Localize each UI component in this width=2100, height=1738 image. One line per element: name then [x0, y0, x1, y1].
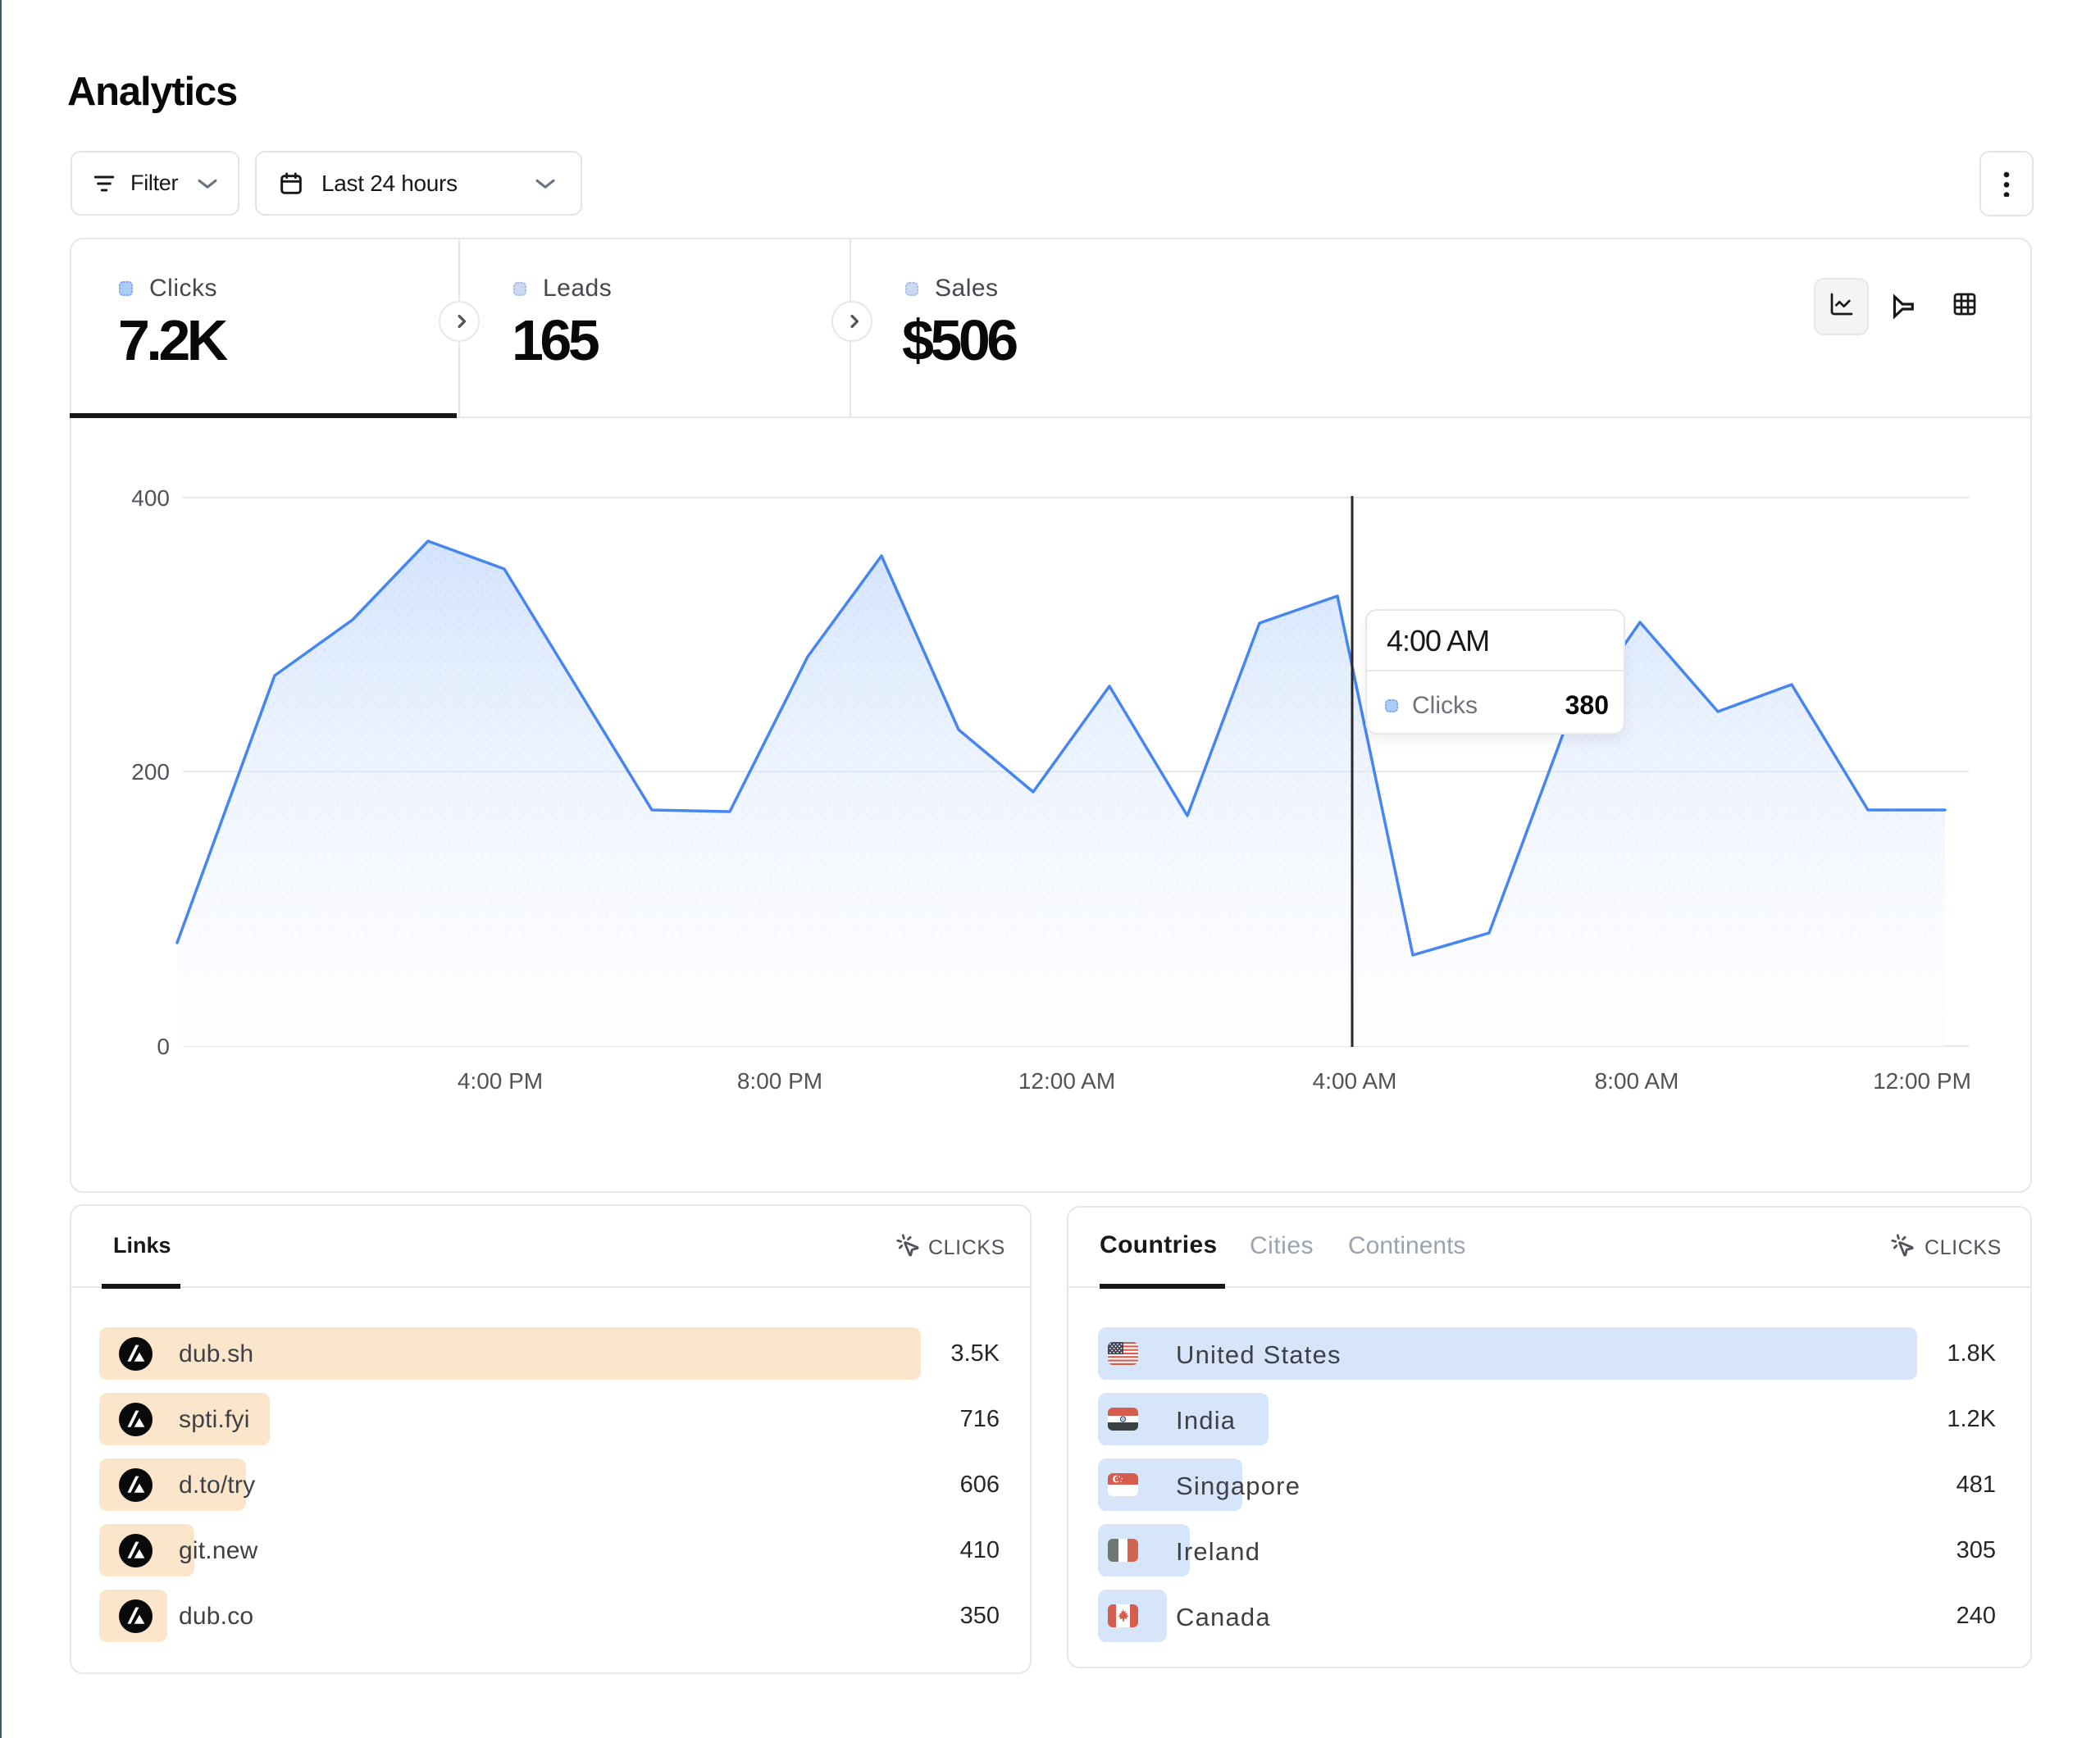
svg-text:12:00 AM: 12:00 AM	[1018, 1068, 1115, 1094]
svg-text:8:00 PM: 8:00 PM	[737, 1068, 822, 1094]
svg-text:4:00 PM: 4:00 PM	[458, 1068, 543, 1094]
svg-text:0: 0	[157, 1034, 170, 1059]
svg-text:400: 400	[131, 485, 170, 511]
svg-text:200: 200	[131, 759, 170, 785]
svg-text:12:00 PM: 12:00 PM	[1873, 1068, 1971, 1094]
svg-text:4:00 AM: 4:00 AM	[1313, 1068, 1397, 1094]
svg-text:8:00 AM: 8:00 AM	[1595, 1068, 1679, 1094]
